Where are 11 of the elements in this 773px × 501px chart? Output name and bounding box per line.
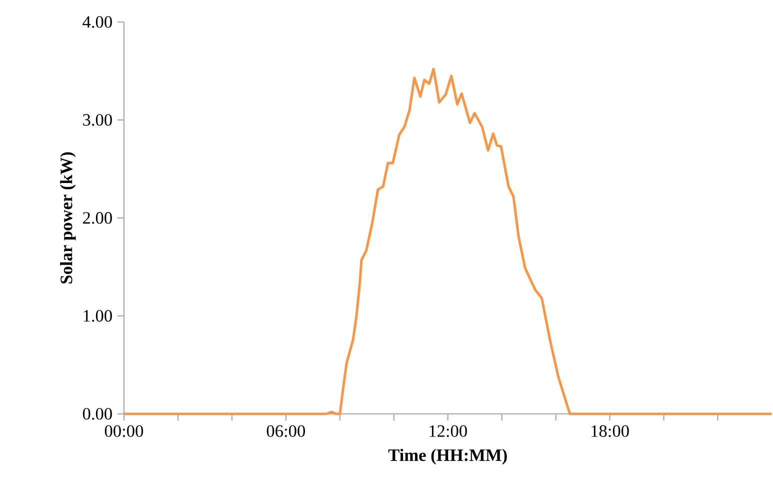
x-tick-label: 00:00 — [104, 425, 144, 438]
y-tick-label: 1.00 — [84, 310, 112, 322]
x-axis-title: Time (HH:MM) — [388, 448, 507, 465]
y-tick-label: 3.00 — [83, 114, 112, 126]
x-tick-label: 06:00 — [266, 425, 305, 438]
x-tick-label: 18:00 — [592, 425, 629, 438]
y-tick-label: 4.00 — [82, 16, 112, 28]
y-axis-title: Solar power (kW) — [60, 152, 76, 284]
y-tick-label: 2.00 — [83, 212, 112, 224]
x-tick-label: 12:00 — [430, 425, 467, 438]
y-tick-label: 0.00 — [82, 408, 112, 420]
